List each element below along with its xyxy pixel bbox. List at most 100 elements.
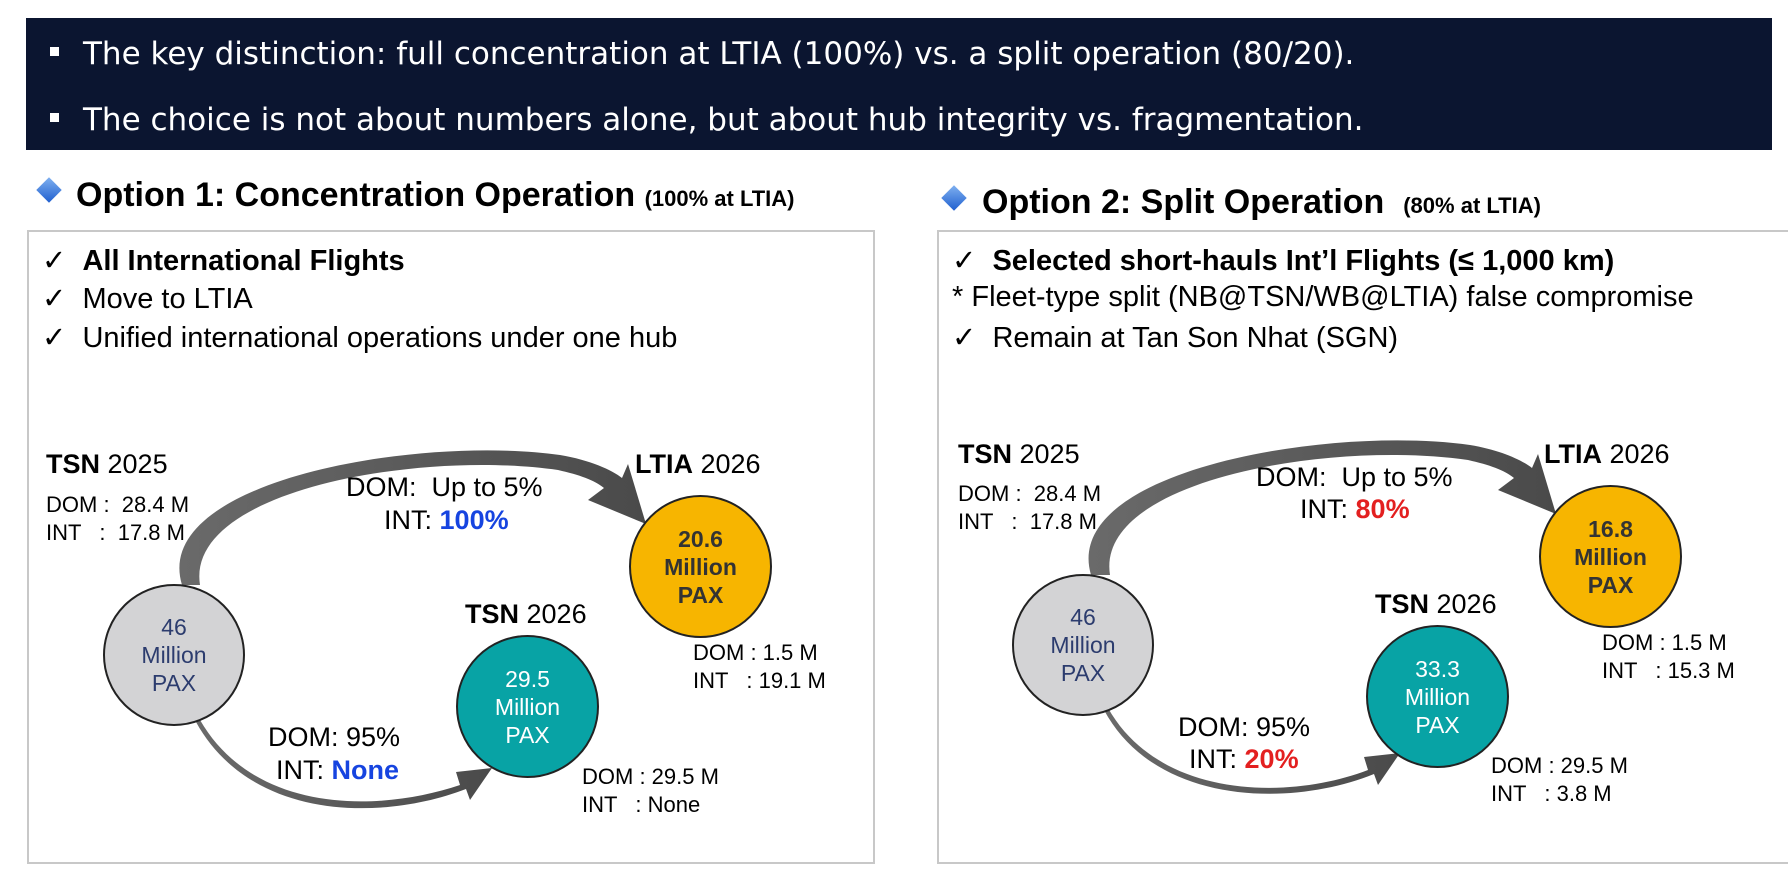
circle-line: 46: [1070, 604, 1096, 630]
circle-line: 46: [161, 614, 187, 640]
option2-ltia2026-dom: DOM : 1.5 M: [1602, 630, 1727, 655]
option2-line-2: * Fleet-type split (NB@TSN/WB@LTIA) fals…: [952, 281, 1694, 314]
check-icon: ✓: [42, 245, 67, 277]
option2-bottom-flow-arrow: [1104, 708, 1400, 794]
circle-line: PAX: [1587, 571, 1634, 598]
circle-line: PAX: [1415, 711, 1460, 738]
bullet-2: The choice is not about numbers alone, b…: [50, 102, 1363, 138]
option1-flow-top-int: INT: 100%: [384, 505, 509, 536]
circle-line: 20.6: [678, 525, 723, 552]
option1-subtitle: (100% at LTIA): [644, 186, 795, 211]
bullet-marker: [50, 47, 59, 56]
option2-tsn2025-heading: TSN 2025: [958, 439, 1080, 470]
option1-ltia2026-year: 2026: [700, 449, 761, 479]
option2-ltia2026-int: INT : 15.3 M: [1602, 658, 1735, 683]
option1-ltia2026-circle: 20.6 Million PAX: [629, 495, 772, 638]
circle-line: Million: [1574, 543, 1647, 570]
circle-line: Million: [1404, 683, 1471, 710]
option1-tsn2025-year: 2025: [107, 449, 168, 479]
flow-int-label: INT:: [1300, 494, 1349, 524]
option2-tsn2025-dom: DOM : 28.4 M: [958, 481, 1102, 506]
asterisk-icon: *: [952, 281, 964, 313]
option2-flow-top-int: INT: 80%: [1300, 494, 1410, 525]
option1-tsn2025-int: INT : 17.8 M: [46, 520, 185, 545]
circle-line: PAX: [151, 670, 197, 696]
option1-flow-bottom-dom: DOM: 95%: [268, 722, 401, 752]
bullet-2-text: The choice is not about numbers alone, b…: [83, 102, 1364, 138]
flow-int-value: 100%: [439, 505, 509, 535]
option2-tsn2026-heading: TSN 2026: [1375, 589, 1497, 620]
option1-ltia2026-name: LTIA: [635, 449, 693, 479]
circle-line: Million: [664, 553, 737, 580]
option2-title-text: Option 2: Split Operation: [982, 183, 1385, 221]
option1-ltia2026-int: INT : 19.1 M: [693, 668, 826, 693]
circle-line: Million: [494, 693, 561, 720]
bullet-marker: [50, 113, 59, 122]
option1-tsn2026-circle: 29.5 Million PAX: [456, 635, 599, 778]
option1-ltia2026-dom: DOM : 1.5 M: [693, 640, 818, 665]
check-icon: ✓: [952, 322, 977, 354]
option2-title: Option 2: Split Operation (80% at LTIA): [982, 183, 1541, 222]
check-icon: ✓: [952, 245, 977, 277]
option2-tsn2026-circle: 33.3 Million PAX: [1366, 625, 1509, 768]
option2-line-3: ✓ Remain at Tan Son Nhat (SGN): [952, 320, 1398, 355]
option1-tsn2025-dom: DOM : 28.4 M: [46, 492, 190, 517]
circle-line: 33.3: [1415, 655, 1460, 682]
option1-tsn2026-int: INT : None: [582, 792, 701, 817]
flow-int-label: INT:: [1189, 744, 1238, 774]
option1-line-1: ✓ All International Flights: [42, 243, 405, 278]
option2-top-flow-arrow: [1088, 440, 1556, 575]
option1-tsn2025-name: TSN: [46, 449, 100, 479]
option1-line-1-text: All International Flights: [82, 245, 405, 277]
option2-tsn2025-name: TSN: [958, 439, 1012, 469]
option2-ltia2026-name: LTIA: [1544, 439, 1602, 469]
option2-tsn2026-name: TSN: [1375, 589, 1429, 619]
option1-bottom-flow-arrow: [196, 720, 492, 809]
option2-origin-circle: 46 Million PAX: [1012, 574, 1154, 716]
option2-tsn2026-int: INT : 3.8 M: [1491, 781, 1612, 806]
circle-line: Million: [141, 642, 207, 668]
circle-line: PAX: [505, 721, 550, 748]
option2-flow-bottom-int: INT: 20%: [1189, 744, 1299, 775]
option1-line-2-text: Move to LTIA: [82, 283, 253, 315]
option2-ltia2026-year: 2026: [1609, 439, 1670, 469]
option2-line-2-text: Fleet-type split (NB@TSN/WB@LTIA) false …: [971, 281, 1694, 313]
option1-flow-top-dom: DOM: Up to 5%: [346, 472, 543, 502]
option2-ltia2026-circle: 16.8 Million PAX: [1539, 485, 1682, 628]
option1-tsn2025-heading: TSN 2025: [46, 449, 168, 480]
check-icon: ✓: [42, 283, 67, 315]
option1-tsn2026-dom: DOM : 29.5 M: [582, 764, 719, 789]
option1-tsn2026-name: TSN: [465, 599, 519, 629]
option1-top-flow-arrow: [179, 450, 647, 585]
option1-flow-bottom-int: INT: None: [276, 755, 399, 786]
flow-int-value: None: [331, 755, 400, 785]
circle-line: PAX: [1060, 660, 1106, 686]
bullet-1: The key distinction: full concentration …: [50, 36, 1354, 72]
option1-line-3: ✓ Unified international operations under…: [42, 320, 677, 355]
option1-ltia2026-heading: LTIA 2026: [635, 449, 761, 480]
circle-line: PAX: [677, 581, 724, 608]
option1-title: Option 1: Concentration Operation (100% …: [76, 176, 795, 215]
option1-tsn2026-year: 2026: [526, 599, 587, 629]
key-points-banner: [26, 18, 1772, 150]
option2-tsn2026-year: 2026: [1436, 589, 1497, 619]
option2-tsn2025-int: INT : 17.8 M: [958, 509, 1097, 534]
flow-int-value: 20%: [1244, 744, 1299, 774]
option2-subtitle: (80% at LTIA): [1403, 193, 1541, 218]
flow-int-label: INT:: [276, 755, 325, 785]
circle-line: Million: [1050, 632, 1116, 658]
circle-line: 29.5: [505, 665, 550, 692]
option2-tsn2025-year: 2025: [1019, 439, 1080, 469]
option1-line-2: ✓ Move to LTIA: [42, 281, 253, 316]
bullet-1-text: The key distinction: full concentration …: [83, 36, 1355, 72]
option2-tsn2026-dom: DOM : 29.5 M: [1491, 753, 1628, 778]
option2-flow-bottom-dom: DOM: 95%: [1178, 712, 1311, 742]
option1-tsn2026-heading: TSN 2026: [465, 599, 587, 630]
option1-origin-circle: 46 Million PAX: [103, 584, 245, 726]
option1-title-text: Option 1: Concentration Operation: [76, 176, 636, 214]
option2-line-3-text: Remain at Tan Son Nhat (SGN): [992, 322, 1399, 354]
option2-flow-top-dom: DOM: Up to 5%: [1256, 462, 1453, 492]
flow-int-label: INT:: [384, 505, 433, 535]
option1-line-3-text: Unified international operations under o…: [82, 322, 678, 354]
